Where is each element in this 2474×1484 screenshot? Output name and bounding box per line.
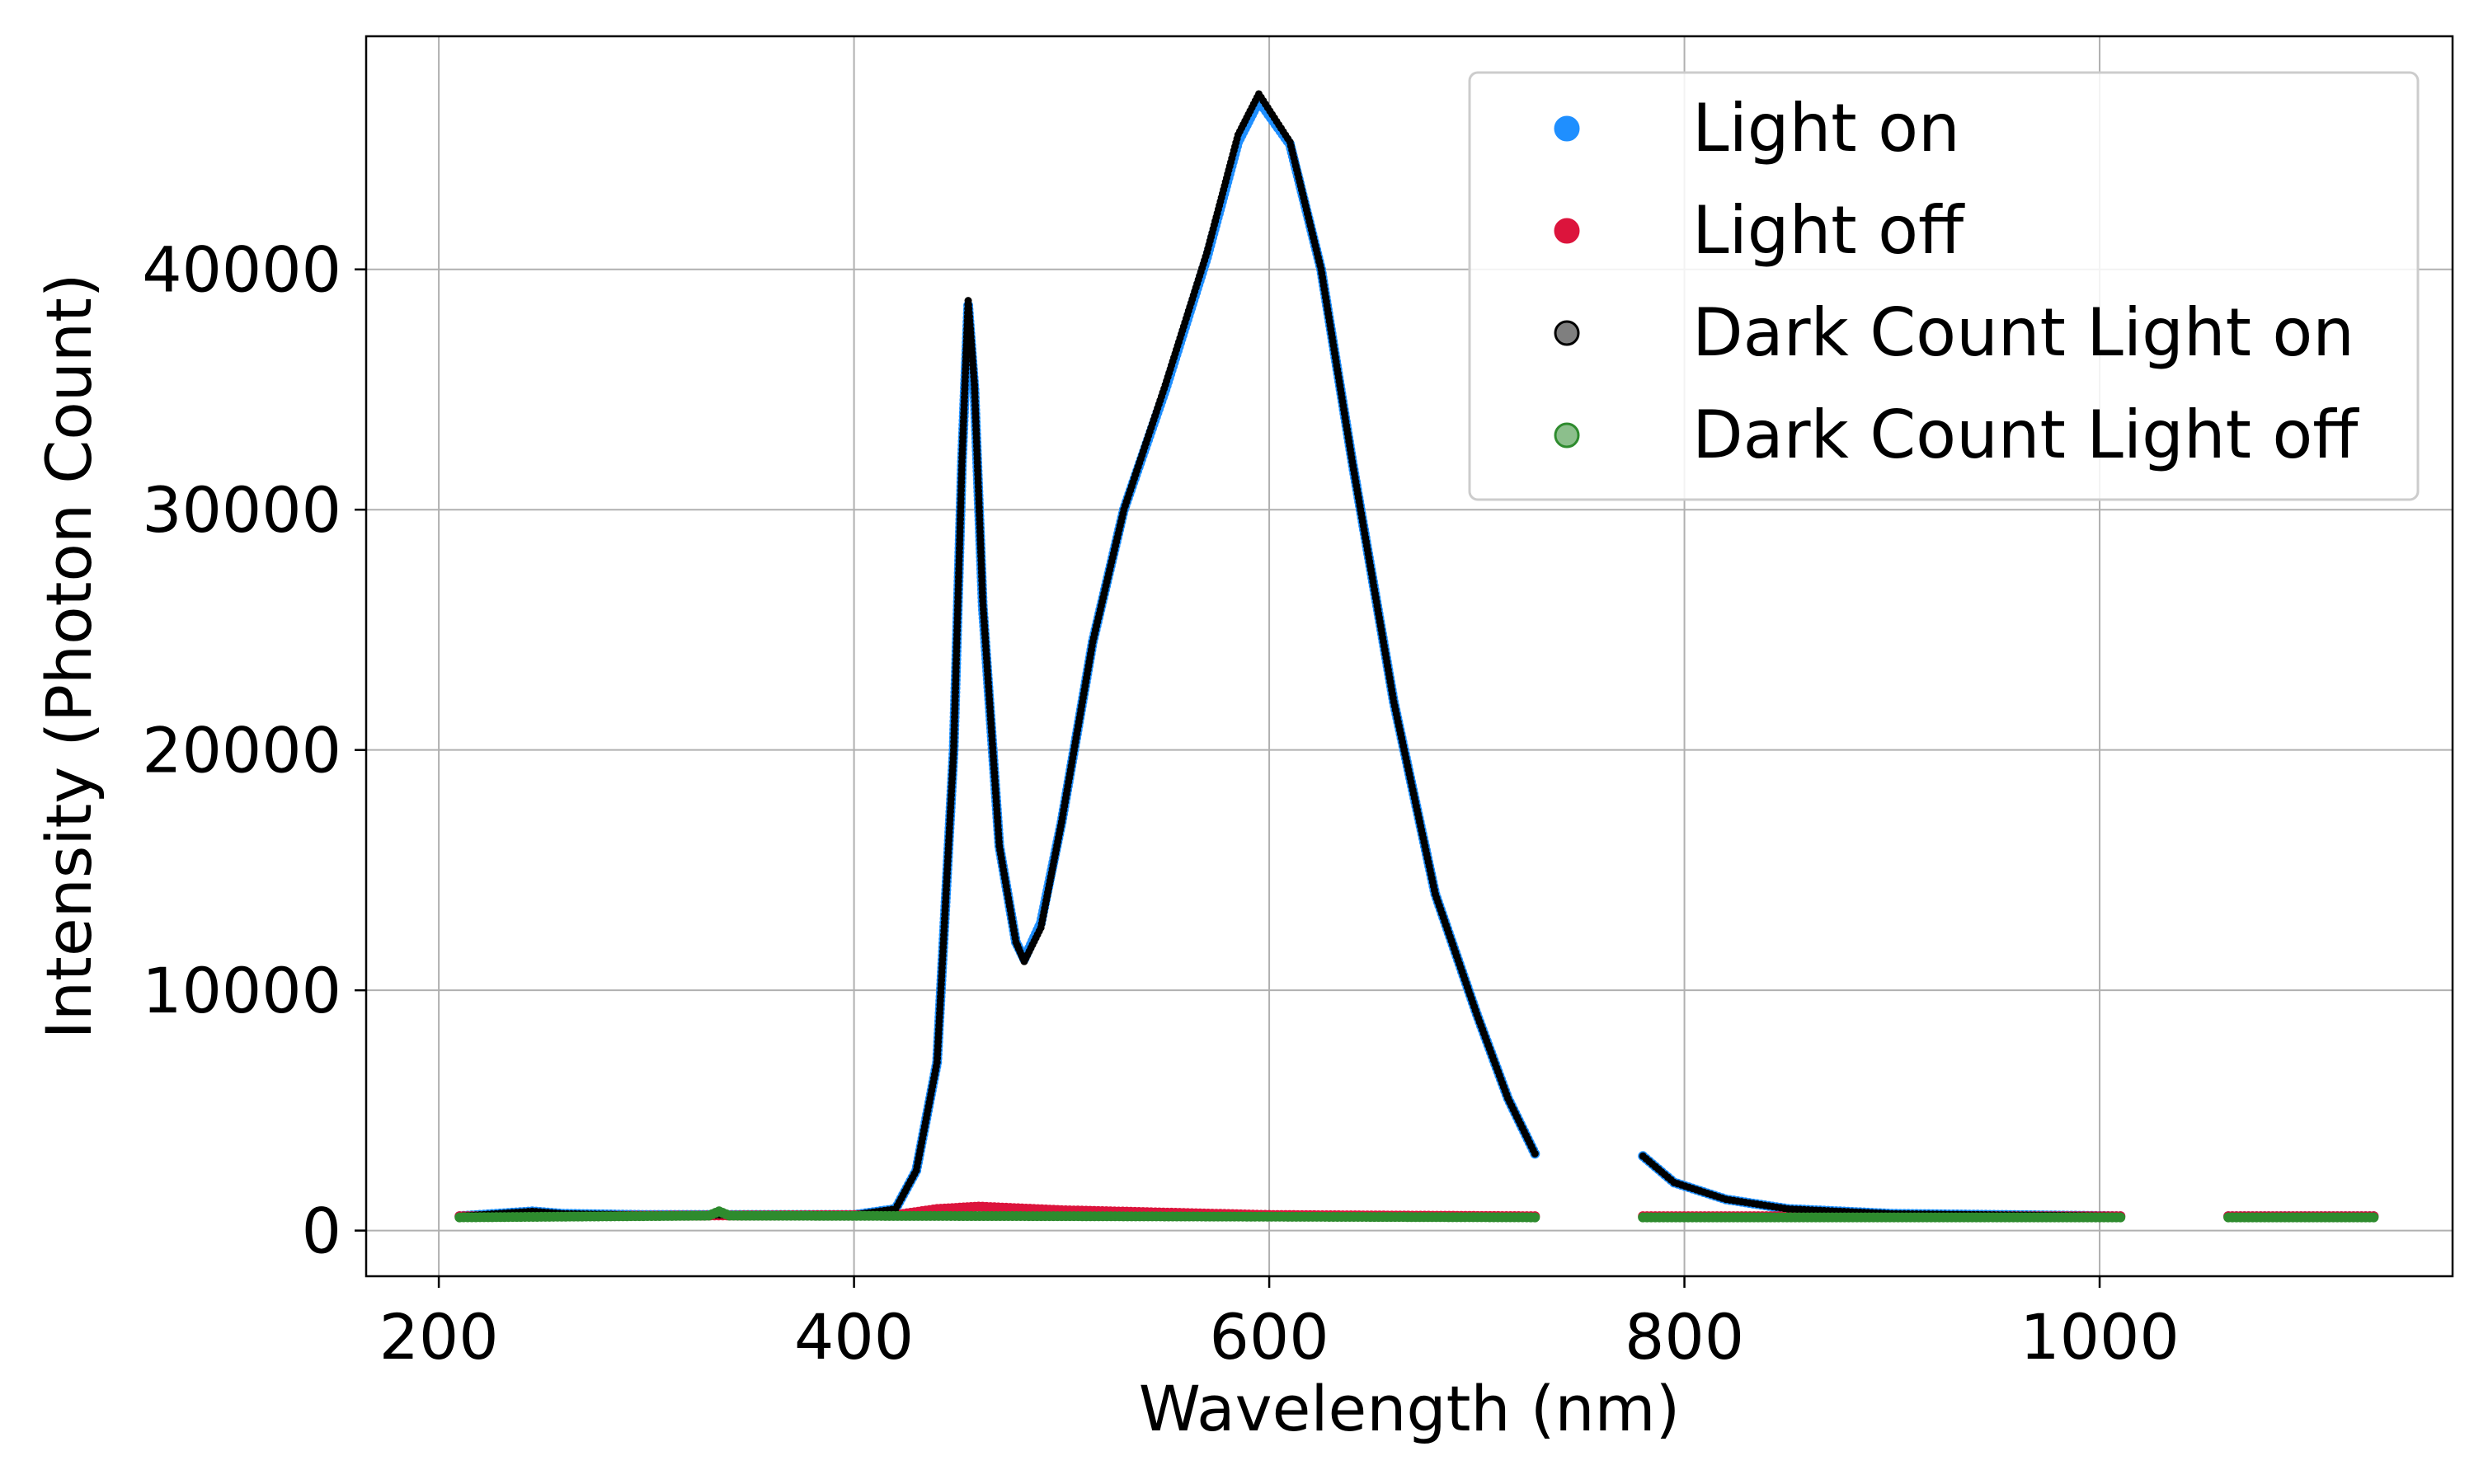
series-dark-count-light-off [454,1206,2379,1223]
legend-label: Light on [1692,90,1960,167]
x-tick-label: 1000 [2020,1300,2179,1374]
legend-marker [1554,115,1580,142]
data-points-layer [454,90,2379,1223]
y-tick-label: 40000 [142,233,341,307]
x-tick-label: 400 [794,1300,914,1374]
legend-label: Dark Count Light off [1692,397,2359,473]
legend-entry: Light off [1554,192,1965,269]
legend-marker [1554,320,1580,346]
y-tick-label: 30000 [142,473,341,547]
legend-label: Dark Count Light on [1692,294,2354,371]
x-tick-label: 600 [1210,1300,1329,1374]
y-axis-label: Intensity (Photon Count) [32,273,106,1039]
data-point [1531,1149,1539,1158]
data-point [2368,1212,2379,1223]
legend-entry: Dark Count Light off [1554,397,2359,473]
x-tick-label: 800 [1625,1300,1744,1374]
legend: Light on Light off Dark Count Light on Dark… [1468,71,2420,501]
y-tick-label: 10000 [142,954,341,1027]
legend-entry: Dark Count Light on [1554,294,2354,371]
y-tick-label: 0 [302,1195,341,1268]
data-point [2115,1212,2126,1223]
legend-label: Light off [1692,192,1965,269]
data-point [1530,1212,1540,1223]
legend-box [1468,71,2420,501]
legend-marker [1554,422,1580,448]
legend-entry: Light on [1554,90,1960,167]
series-dark-count-light-on [455,90,2378,1220]
y-tick-label: 20000 [142,714,341,787]
plot-area-frame [365,35,2454,1278]
x-axis-label: Wavelength (nm) [1139,1372,1681,1445]
x-tick-label: 200 [379,1300,499,1374]
legend-marker [1554,218,1580,244]
